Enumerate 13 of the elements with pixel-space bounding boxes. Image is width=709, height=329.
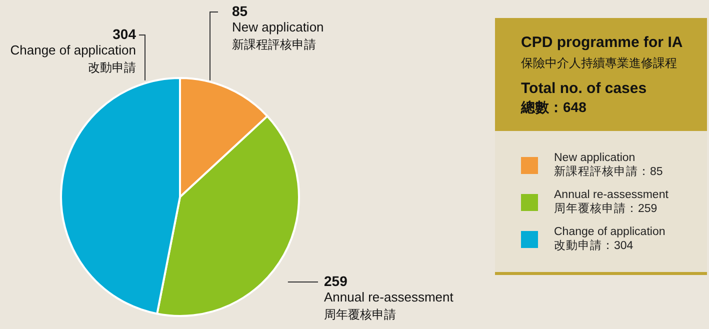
text: Total no. of cases [521,80,648,97]
data-label: 304 [112,26,136,42]
text: New application 新課程評核申請：85 [554,151,663,179]
slice-label: Change of application 改動申請 [10,42,136,74]
data-label: 85 [232,2,248,19]
text: Annual re-assessment 周年覆核申請：259 [554,188,668,216]
slice-label: Annual re-assessment 周年覆核申請 [324,290,454,322]
text: Change of application 改動申請：304 [554,225,666,253]
text: CPD programme for IA [521,34,684,51]
text: 總數：648 [521,99,588,117]
slice-label: New application 新課程評核申請 [232,20,324,52]
text: 保險中介人持續專業進修課程 [521,55,678,72]
data-label: 259 [324,272,348,289]
